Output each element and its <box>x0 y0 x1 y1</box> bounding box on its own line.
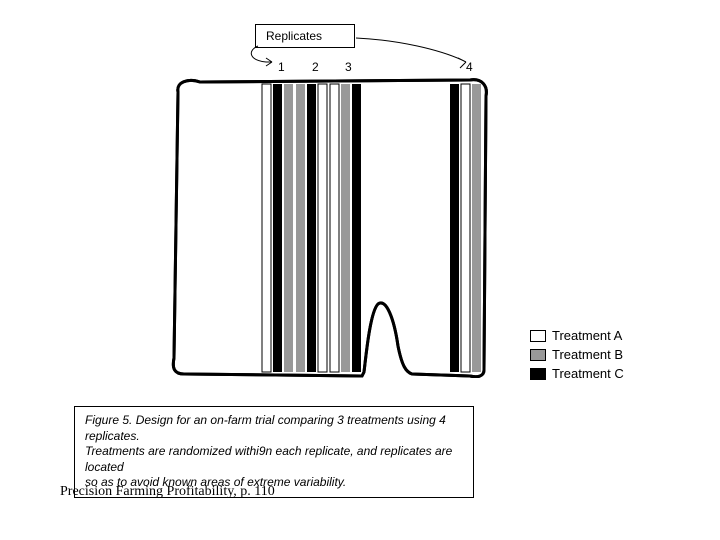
legend-label: Treatment B <box>552 347 623 362</box>
strip-A <box>262 84 271 372</box>
strip-A <box>318 84 327 372</box>
caption-line: Treatments are randomized withi9n each r… <box>85 444 452 474</box>
strip-A <box>461 84 470 372</box>
strip-B <box>341 84 350 372</box>
legend-swatch <box>530 349 546 361</box>
strip-B <box>472 84 481 372</box>
strip-C <box>352 84 361 372</box>
strip-C <box>273 84 282 372</box>
strip-B <box>284 84 293 372</box>
legend-swatch <box>530 330 546 342</box>
legend-label: Treatment A <box>552 328 622 343</box>
legend: Treatment A Treatment B Treatment C <box>530 328 624 385</box>
strip-B <box>296 84 305 372</box>
callout-arrows <box>0 0 720 80</box>
strip-C <box>307 84 316 372</box>
legend-swatch <box>530 368 546 380</box>
strip-A <box>330 84 339 372</box>
legend-item: Treatment A <box>530 328 624 343</box>
legend-item: Treatment B <box>530 347 624 362</box>
strip-C <box>450 84 459 372</box>
field-plot <box>170 78 490 378</box>
caption-line: Figure 5. Design for an on-farm trial co… <box>85 413 446 443</box>
legend-item: Treatment C <box>530 366 624 381</box>
legend-label: Treatment C <box>552 366 624 381</box>
page-citation: Precision Farming Profitability, p. 110 <box>60 484 275 500</box>
